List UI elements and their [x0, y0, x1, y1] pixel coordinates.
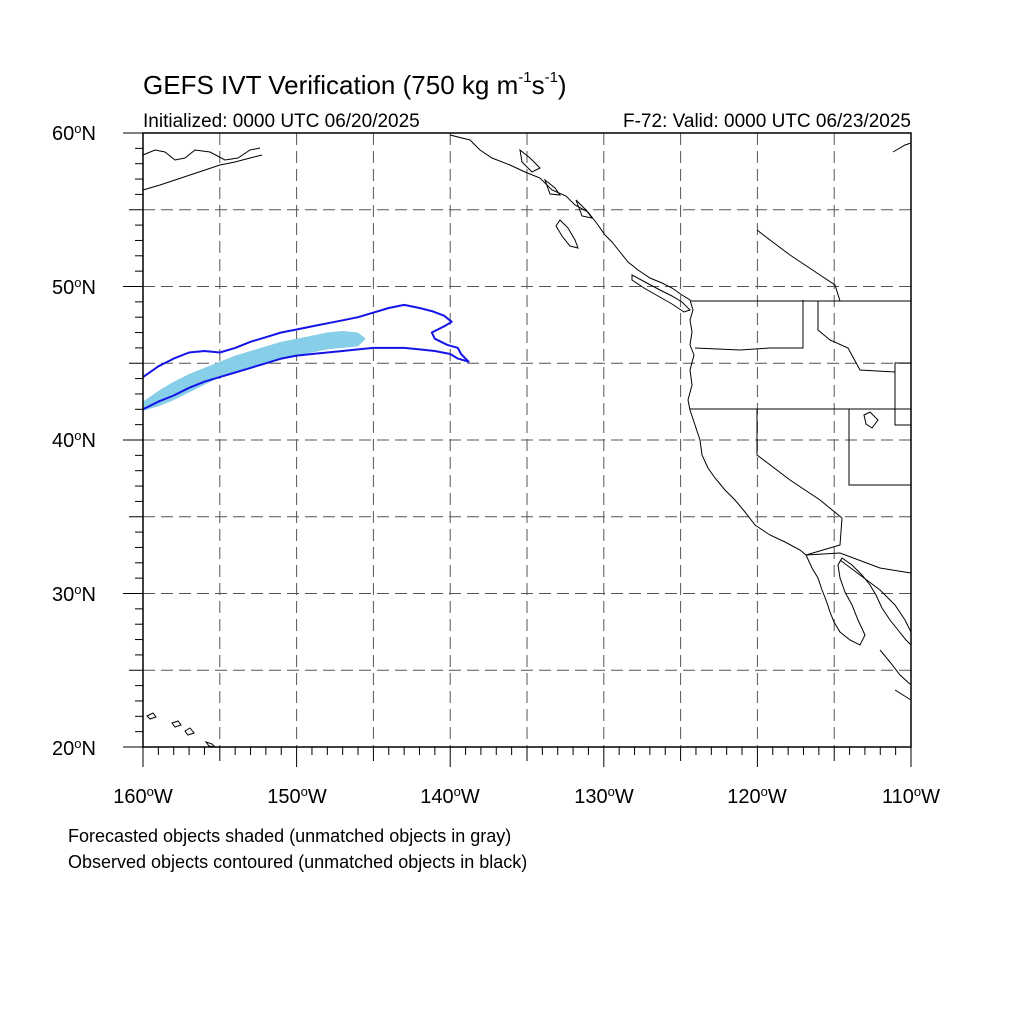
coastline-mexico-mainland	[839, 559, 912, 633]
observed-objects-contoured	[142, 303, 470, 411]
note-observed: Observed objects contoured (unmatched ob…	[68, 852, 528, 872]
coastline-west-mexico	[879, 649, 912, 701]
note-forecast: Forecasted objects shaded (unmatched obj…	[68, 826, 512, 846]
border-nv-ut	[848, 409, 911, 486]
border-az-ca	[805, 517, 843, 556]
map-title: GEFS IVT Verification (750 kg m-1s-1)	[143, 69, 567, 100]
border-ca-nv	[756, 409, 843, 519]
forecast-object	[143, 331, 366, 411]
lat-label-60: 60oN	[52, 121, 96, 145]
coastline-baja	[805, 554, 912, 646]
hawaii-islands	[146, 712, 217, 748]
vancouver-island	[631, 274, 691, 313]
lat-label-50: 50oN	[52, 275, 96, 299]
lat-label-20: 20oN	[52, 736, 96, 760]
lat-label-30: 30oN	[52, 582, 96, 606]
bc-interior-line	[756, 229, 841, 302]
coastline-top-right	[892, 142, 912, 153]
lon-label-150w: 150oW	[267, 784, 327, 808]
lon-label-120w: 120oW	[727, 784, 787, 808]
alaska-islands	[519, 148, 594, 219]
coastlines-and-borders	[142, 134, 912, 748]
coastline-western-alaska	[142, 147, 263, 191]
haida-gwaii	[555, 219, 579, 249]
border-co	[894, 363, 911, 426]
forecast-objects-shaded	[143, 331, 366, 411]
lat-label-40: 40oN	[52, 428, 96, 452]
lon-label-130w: 130oW	[574, 784, 634, 808]
coastline-alaska-bc	[449, 134, 807, 556]
gridlines	[143, 133, 911, 747]
lon-label-110w: 110oW	[881, 784, 941, 808]
border-us-mexico	[805, 552, 912, 574]
lon-label-160w: 160oW	[113, 784, 173, 808]
border-id-mt	[817, 301, 911, 373]
valid-time: F-72: Valid: 0000 UTC 06/23/2025	[623, 111, 911, 132]
observed-object-contour	[142, 303, 470, 411]
border-wa-or	[694, 300, 804, 351]
great-salt-lake	[863, 411, 879, 429]
initialized-time: Initialized: 0000 UTC 06/20/2025	[143, 111, 420, 132]
lon-label-140w: 140oW	[420, 784, 480, 808]
axis-ticks	[123, 132, 912, 767]
map-frame	[142, 132, 912, 748]
